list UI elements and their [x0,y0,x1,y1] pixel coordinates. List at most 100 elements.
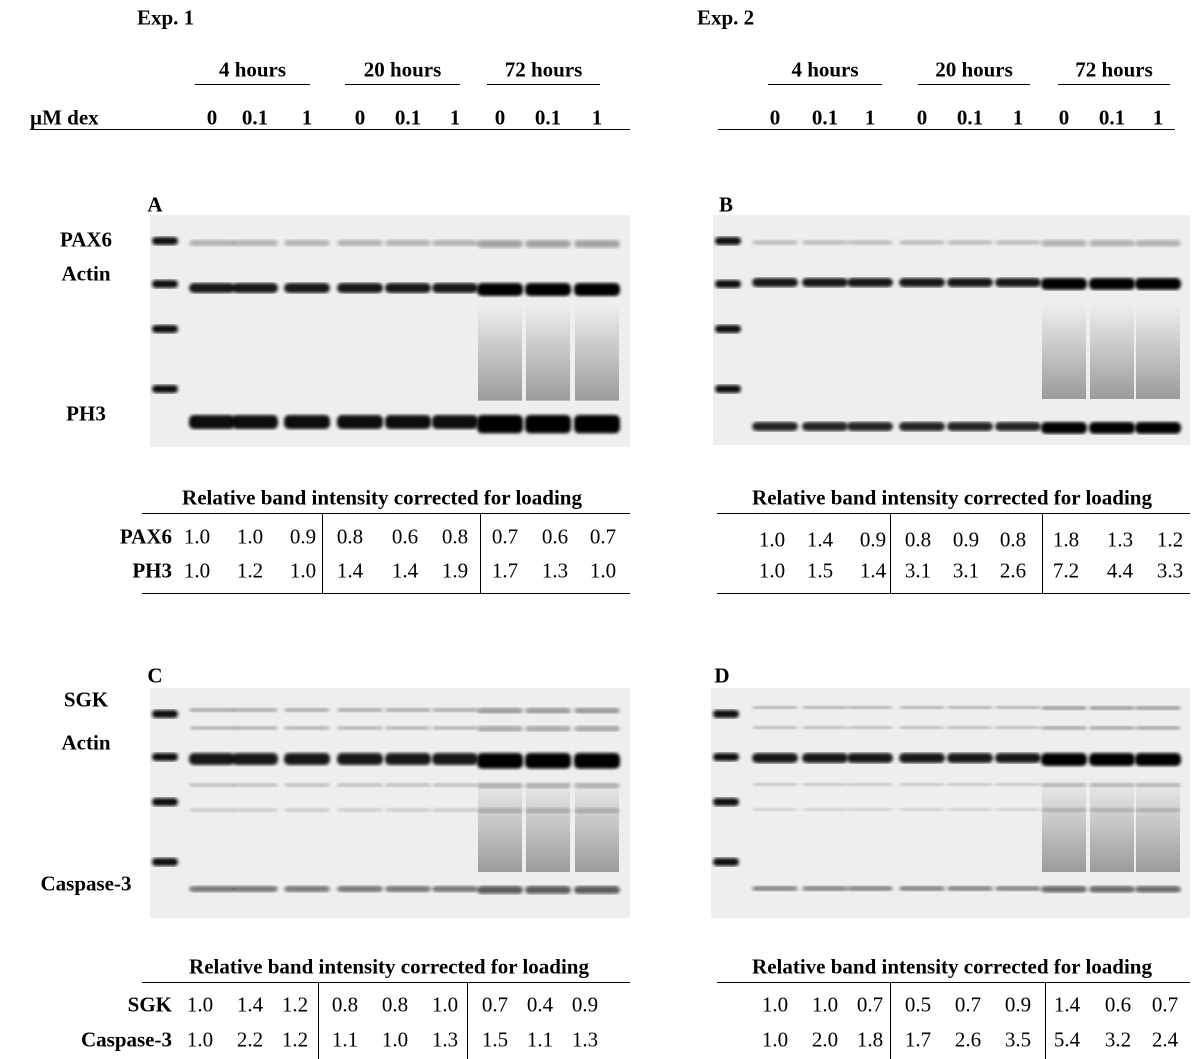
blot-shape [477,283,523,296]
blot-shape [899,886,945,891]
blot-shape [713,798,739,806]
blot-shape [1041,808,1087,812]
blot-shape [385,708,431,712]
separator [480,513,481,593]
blot-label: Actin [61,730,111,755]
blot-shape [525,753,571,769]
cell-value: 1.8 [856,1027,884,1052]
rule [142,982,630,983]
blot-shape [995,886,1041,891]
blot-shape [525,726,571,732]
cell-value: 1.9 [441,558,469,583]
blot-shape [899,240,945,245]
dose: 1 [301,105,313,130]
blot-shape [802,726,848,729]
blot-shape [385,753,431,765]
blot-shape [189,240,235,246]
blot-shape [947,726,993,729]
cell-value: 0.8 [381,992,409,1017]
blot-shape [1089,753,1135,766]
cell-value: 1.0 [431,992,459,1017]
blot-shape [1089,726,1135,730]
cell-value: 1.3 [541,558,569,583]
blot-shape [337,753,383,765]
blot-shape [1135,422,1181,434]
row-name: PH3 [132,558,172,583]
blot-image [711,688,1190,918]
cell-value: 3.2 [1104,1027,1132,1052]
blot-shape [995,726,1041,729]
blot-shape [189,753,235,765]
blot-shape [802,240,848,245]
blot-shape [995,278,1041,287]
blot-shape [947,808,993,811]
blot-shape [525,240,571,248]
blot-shape [1041,422,1087,434]
blot-shape [847,886,893,891]
cell-value: 0.7 [481,992,509,1017]
blot-shape [1041,706,1087,710]
panel-letter: A [147,192,163,217]
blot-shape [1135,240,1181,247]
blot-shape [189,783,235,787]
blot-shape [847,240,893,245]
blot-shape [337,240,383,246]
blot-shape [947,278,993,287]
blot-shape [1089,422,1135,434]
separator [1045,982,1046,1059]
cell-value: 1.7 [491,558,519,583]
blot-shape [1041,753,1087,766]
blot-shape [232,240,278,246]
cell-value: 4.4 [1106,558,1134,583]
blot-shape [1041,726,1087,730]
blot-shape [574,808,620,814]
rule [718,129,1175,130]
rule [195,84,310,85]
blot-shape [1041,240,1087,247]
blot-shape [752,808,798,811]
row-name: PAX6 [119,524,172,549]
blot-shape [802,783,848,786]
cell-value: 1.4 [859,558,887,583]
blot-shape [385,783,431,787]
cell-value: 1.5 [806,558,834,583]
rule [142,593,630,594]
blot-shape [1135,886,1181,893]
rule [717,513,1190,514]
blot-label: Actin [61,261,111,286]
dose: 1 [1152,105,1164,130]
blot-shape [752,753,798,763]
blot-shape [525,415,571,434]
dose: 0 [1058,105,1070,130]
blot-shape [574,283,620,296]
blot-shape [152,798,178,806]
blot-shape [995,753,1041,763]
blot-shape [847,278,893,287]
blot-shape [284,726,330,730]
blot-shape [477,886,523,894]
cell-value: 1.1 [526,1027,554,1052]
blot-shape [477,240,523,248]
blot-shape [284,240,330,246]
blot-shape [847,808,893,811]
dose: 0.1 [241,105,269,130]
cell-value: 3.1 [952,558,980,583]
cell-value: 0.9 [952,527,980,552]
blot-shape [1041,783,1087,787]
blot-shape [152,858,178,866]
blot-shape [752,278,798,287]
blot-shape [232,783,278,787]
panel-letter: C [147,663,163,688]
time-group: 4 hours [218,57,287,82]
blot-shape [385,726,431,730]
blot-shape [385,886,431,892]
blot-shape [575,778,619,872]
blot-shape [1089,808,1135,812]
cell-value: 1.4 [336,558,364,583]
blot-shape [1089,706,1135,710]
blot-shape [232,753,278,765]
blot-shape [284,753,330,765]
cell-value: 0.5 [904,992,932,1017]
blot-shape [385,808,431,812]
rule [1058,84,1170,85]
